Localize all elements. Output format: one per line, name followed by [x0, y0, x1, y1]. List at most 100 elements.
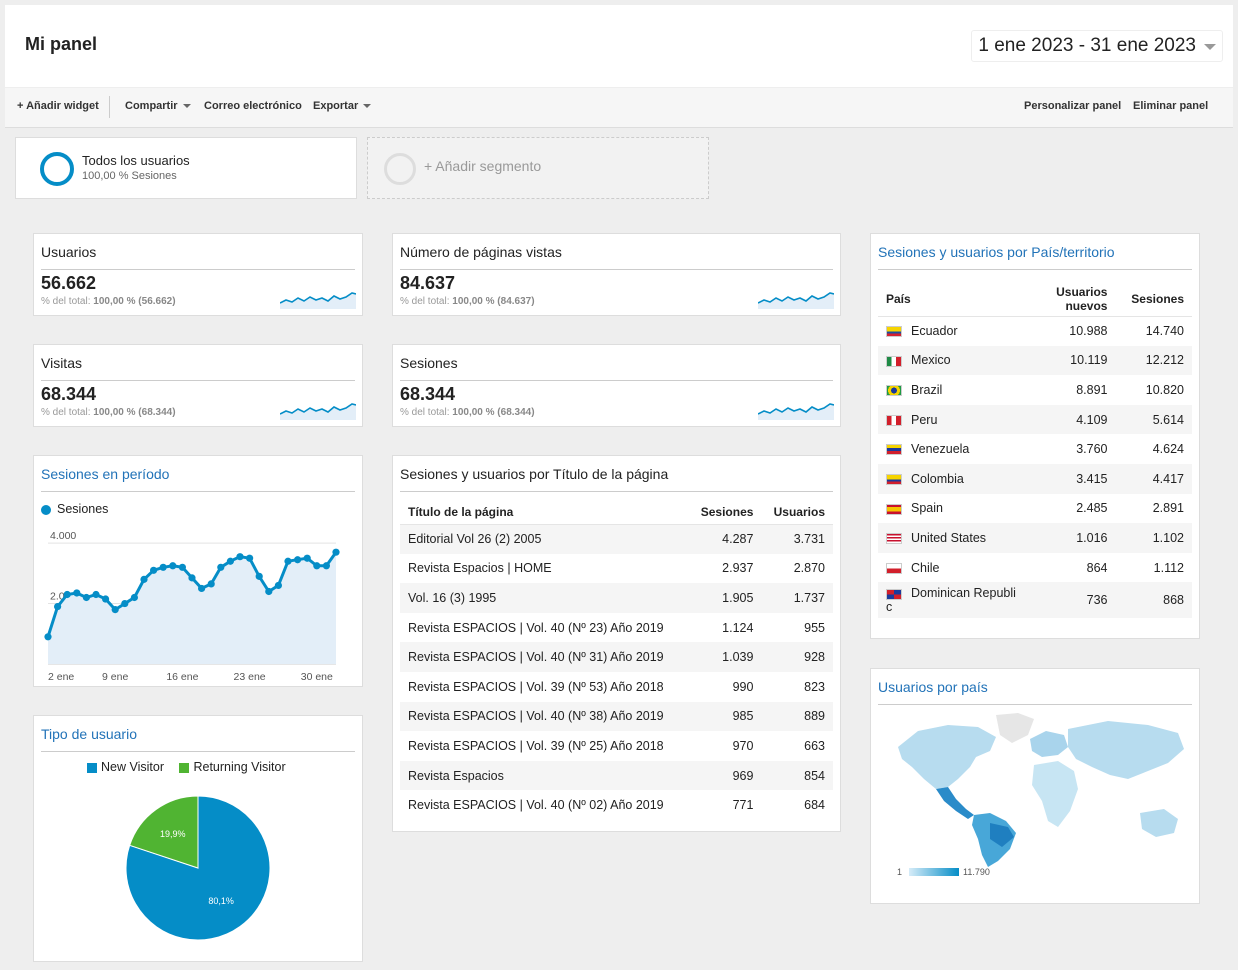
data-point[interactable] — [246, 554, 254, 562]
data-point[interactable] — [217, 563, 225, 571]
column-header-page[interactable]: Título de la página — [408, 504, 514, 519]
widget-divider — [41, 380, 355, 381]
data-point[interactable] — [150, 566, 158, 574]
table-row[interactable]: Editorial Vol 26 (2) 2005 4.287 3.731 — [400, 524, 833, 554]
data-point[interactable] — [54, 602, 62, 611]
table-row[interactable]: Revista ESPACIOS | Vol. 39 (Nº 53) Año 2… — [400, 672, 833, 702]
pages-table-widget[interactable]: Sesiones y usuarios por Título de la pág… — [392, 455, 841, 832]
table-row[interactable]: Mexico 10.119 12.212 — [878, 345, 1192, 376]
table-row[interactable]: Revista ESPACIOS | Vol. 40 (Nº 02) Año 2… — [400, 790, 833, 820]
table-row[interactable]: Revista ESPACIOS | Vol. 40 (Nº 31) Año 2… — [400, 642, 833, 672]
email-button[interactable]: Correo electrónico — [204, 100, 302, 112]
country-name[interactable]: Colombia — [911, 471, 964, 486]
column-header-new-users[interactable]: Usuarios nuevos — [1040, 282, 1115, 316]
table-row[interactable]: Ecuador 10.988 14.740 — [878, 316, 1192, 346]
table-row[interactable]: Peru 4.109 5.614 — [878, 404, 1192, 435]
data-point[interactable] — [63, 590, 71, 599]
table-row[interactable]: United States 1.016 1.102 — [878, 523, 1192, 553]
metric-widget-pageviews[interactable]: Número de páginas vistas 84.637 % del to… — [392, 233, 841, 316]
metric-value: 68.344 — [41, 384, 97, 404]
data-point[interactable] — [102, 595, 110, 603]
share-menu[interactable]: Compartir — [125, 100, 191, 112]
metric-widget-visits[interactable]: Visitas 68.344 % del total: 100,00 % (68… — [33, 344, 363, 427]
table-row[interactable]: Brazil 8.891 10.820 — [878, 375, 1192, 405]
user-type-widget[interactable]: Tipo de usuario New Visitor Returning Vi… — [33, 715, 363, 962]
table-row[interactable]: Revista ESPACIOS | Vol. 40 (Nº 23) Año 2… — [400, 613, 833, 643]
country-name[interactable]: United States — [911, 530, 987, 545]
data-point[interactable] — [92, 590, 100, 599]
data-point[interactable] — [111, 606, 119, 614]
export-menu[interactable]: Exportar — [313, 100, 372, 112]
data-point[interactable] — [140, 575, 148, 583]
cell-sessions: 2.937 — [722, 561, 754, 576]
column-header-users[interactable]: Usuarios — [773, 504, 825, 519]
toolbar-divider — [109, 96, 110, 118]
country-name[interactable]: Spain — [911, 501, 943, 516]
sessions-period-widget[interactable]: Sesiones en período Sesiones 4.000 2.000 2… — [33, 455, 363, 687]
country-name[interactable]: Venezuela — [911, 442, 970, 457]
data-point[interactable] — [303, 554, 311, 562]
cell-country: Mexico — [878, 345, 1041, 376]
table-row[interactable]: Revista Espacios | HOME 2.937 2.870 — [400, 554, 833, 584]
country-name[interactable]: Dominican Republi — [911, 586, 1016, 601]
data-point[interactable] — [236, 553, 244, 561]
data-point[interactable] — [130, 593, 138, 602]
table-row[interactable]: Venezuela 3.760 4.624 — [878, 434, 1192, 464]
table-row[interactable]: Revista Espacios 969 854 — [400, 760, 833, 791]
date-range-label: 1 ene 2023 - 31 ene 2023 — [978, 35, 1196, 56]
data-point[interactable] — [313, 562, 321, 570]
data-point[interactable] — [207, 580, 215, 588]
users-by-country-widget[interactable]: Usuarios por país 1 11.790 — [870, 668, 1200, 904]
data-point[interactable] — [159, 563, 167, 571]
data-point[interactable] — [255, 572, 263, 580]
table-row[interactable]: Revista ESPACIOS | Vol. 40 (Nº 38) Año 2… — [400, 701, 833, 732]
column-header-sessions[interactable]: Sesiones — [1131, 291, 1184, 306]
table-row[interactable]: Chile 864 1.112 — [878, 553, 1192, 583]
segment-all-users[interactable]: Todos los usuarios 100,00 % Sesiones — [15, 137, 357, 199]
data-point[interactable] — [82, 593, 90, 602]
add-segment-button[interactable]: + Añadir segmento — [367, 137, 709, 199]
data-point[interactable] — [121, 599, 129, 608]
data-point[interactable] — [44, 633, 52, 641]
delete-dashboard-button[interactable]: Eliminar panel — [1133, 100, 1209, 112]
colombia-flag-icon — [886, 473, 902, 485]
data-point[interactable] — [73, 589, 81, 597]
data-point[interactable] — [188, 574, 196, 582]
column-header-sessions[interactable]: Sesiones — [700, 504, 754, 519]
country-name[interactable]: Peru — [911, 412, 938, 427]
pie-slice-returning-visitor[interactable] — [129, 795, 199, 869]
table-row[interactable]: Colombia 3.415 4.417 — [878, 463, 1192, 494]
data-point[interactable] — [198, 584, 206, 593]
metric-widget-users[interactable]: Usuarios 56.662 % del total: 100,00 % (5… — [33, 233, 363, 316]
data-point[interactable] — [169, 562, 177, 570]
cell-page: Revista Espacios | HOME — [408, 561, 552, 576]
table-row[interactable]: Spain 2.485 2.891 — [878, 494, 1192, 524]
add-widget-button[interactable]: + Añadir widget — [17, 100, 99, 112]
country-name[interactable]: Brazil — [911, 382, 943, 397]
table-row[interactable]: Revista ESPACIOS | Vol. 39 (Nº 25) Año 2… — [400, 731, 833, 761]
cell-country: Spain — [878, 494, 1040, 524]
cell-users: 3.731 — [761, 524, 833, 554]
data-point[interactable] — [226, 557, 234, 565]
data-point[interactable] — [322, 562, 330, 570]
data-point[interactable] — [332, 548, 340, 556]
table-row[interactable]: Vol. 16 (3) 1995 1.905 1.737 — [400, 583, 833, 613]
metric-widget-sessions[interactable]: Sesiones 68.344 % del total: 100,00 % (6… — [392, 344, 841, 427]
date-range-picker[interactable]: 1 ene 2023 - 31 ene 2023 — [971, 30, 1223, 62]
chevron-down-icon — [182, 104, 191, 109]
data-point[interactable] — [294, 556, 302, 564]
customize-dashboard-button[interactable]: Personalizar panel — [1024, 100, 1122, 112]
data-point[interactable] — [178, 563, 186, 571]
table-row[interactable]: Dominican Republi c 736 868 — [878, 582, 1192, 619]
cell-sessions: 2.891 — [1152, 501, 1184, 516]
country-name[interactable]: Chile — [911, 560, 940, 575]
data-point[interactable] — [284, 557, 292, 565]
peru-flag-icon — [886, 414, 902, 426]
country-table-widget[interactable]: Sesiones y usuarios por País/territorio … — [870, 233, 1200, 639]
data-point[interactable] — [274, 581, 282, 590]
widget-divider — [878, 704, 1192, 705]
country-name[interactable]: Ecuador — [911, 324, 958, 339]
country-name[interactable]: Mexico — [911, 353, 951, 368]
data-point[interactable] — [265, 587, 273, 596]
column-header-country[interactable]: País — [886, 291, 911, 306]
